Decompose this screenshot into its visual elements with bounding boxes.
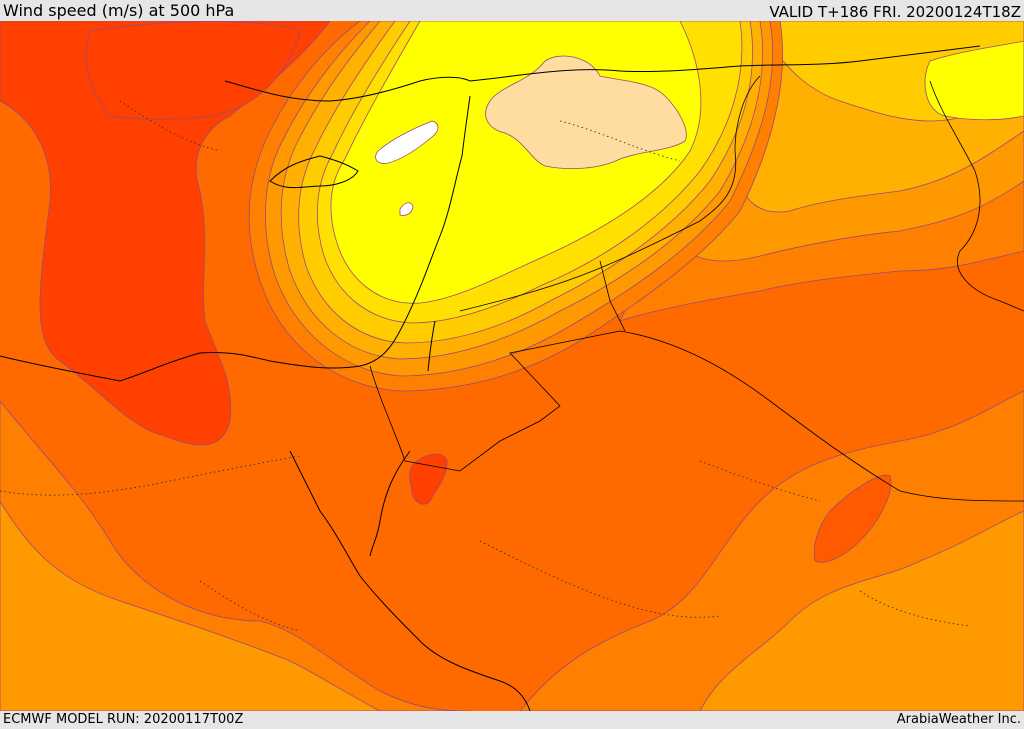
internal-boundaries [0,100,971,632]
band-southwest-2 [0,500,381,711]
model-run-label: ECMWF MODEL RUN: 20200117T00Z [3,712,244,727]
calm-spot-1 [375,120,439,164]
band-east-5 [924,40,1024,121]
jet-patch-arabia [813,474,892,563]
title-bar: Wind speed (m/s) at 500 hPa VALID T+186 … [0,0,1024,21]
valid-time-label: VALID T+186 FRI. 20200124T18Z [769,3,1021,21]
coastlines [0,45,981,711]
calm-zone [485,55,687,170]
borders [369,75,1024,502]
weather-map[interactable] [0,21,1024,711]
map-title: Wind speed (m/s) at 500 hPa [3,1,235,20]
jet-core-west [0,21,331,446]
footer-bar: ECMWF MODEL RUN: 20200117T00Z ArabiaWeat… [0,711,1024,729]
band-southeast-2 [699,510,1024,711]
wind-speed-field [0,21,1024,711]
calm-spot-2 [399,202,414,216]
credit-label: ArabiaWeather Inc. [896,712,1021,727]
jet-core-northwest [85,21,301,120]
